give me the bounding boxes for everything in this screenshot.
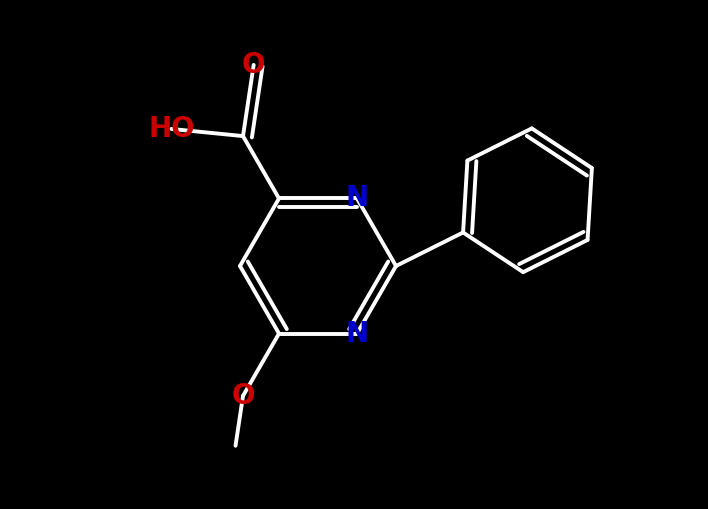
Text: O: O (242, 51, 266, 79)
Text: N: N (346, 184, 369, 212)
Text: HO: HO (148, 115, 195, 143)
Text: O: O (232, 382, 255, 410)
Text: N: N (346, 320, 369, 348)
